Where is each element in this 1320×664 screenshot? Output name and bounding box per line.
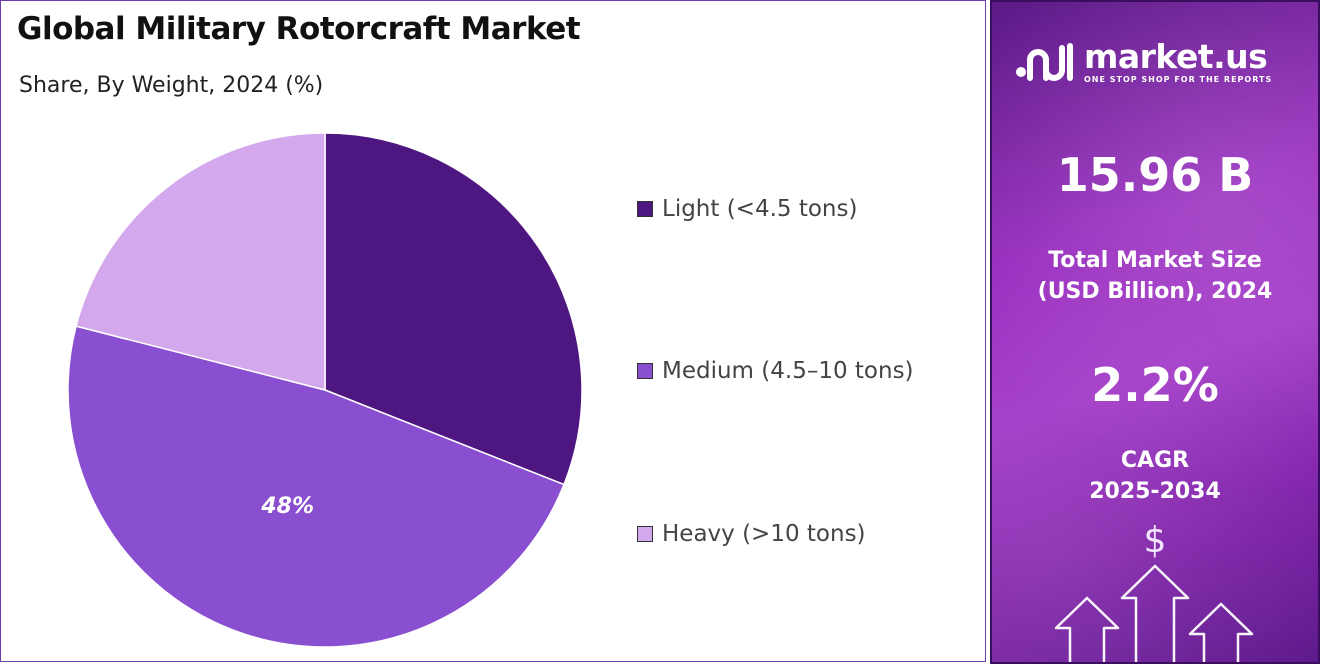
market-size-label-line2: (USD Billion), 2024 [1037,279,1273,304]
pie-slice-medium [67,325,565,648]
market-size-label: Total Market Size (USD Billion), 2024 [992,245,1318,307]
dollar-icon: $ [1143,520,1167,561]
market-size-label-line1: Total Market Size [1048,248,1262,273]
legend-swatch-medium [637,363,653,379]
legend-item-light: Light (<4.5 tons) [637,196,857,222]
chart-title: Global Military Rotorcraft Market [17,11,581,47]
cagr-value: 2.2% [1091,358,1219,412]
legend-item-medium: Medium (4.5–10 tons) [637,358,914,384]
summary-sidebar: market.us ONE STOP SHOP FOR THE REPORTS … [990,0,1320,664]
pie-data-label: 48% [260,494,314,519]
chart-panel: Global Military Rotorcraft Market Share,… [0,0,986,662]
pie-chart: 48% [67,132,583,648]
brand-tagline: ONE STOP SHOP FOR THE REPORTS [1084,75,1273,84]
cagr-label-line2: 2025-2034 [1089,479,1221,504]
growth-arrows-icon [1054,564,1254,662]
cagr-label-line1: CAGR [1120,448,1190,473]
legend-swatch-light [637,201,653,217]
marketus-logo[interactable]: market.us ONE STOP SHOP FOR THE REPORTS [1014,40,1272,84]
legend-label-heavy: Heavy (>10 tons) [662,521,866,547]
legend-swatch-heavy [637,526,653,542]
legend-label-medium: Medium (4.5–10 tons) [662,358,914,384]
market-size-value: 15.96 B [1056,148,1254,202]
brand-name: market.us [1084,37,1268,76]
marketus-logo-icon [1016,43,1073,81]
legend-label-light: Light (<4.5 tons) [662,196,858,222]
cagr-label: CAGR 2025-2034 [992,445,1318,507]
legend-item-heavy: Heavy (>10 tons) [637,521,866,547]
pie-slice-heavy [75,132,326,391]
chart-subtitle: Share, By Weight, 2024 (%) [19,73,324,98]
pie-slice-light [324,132,583,486]
